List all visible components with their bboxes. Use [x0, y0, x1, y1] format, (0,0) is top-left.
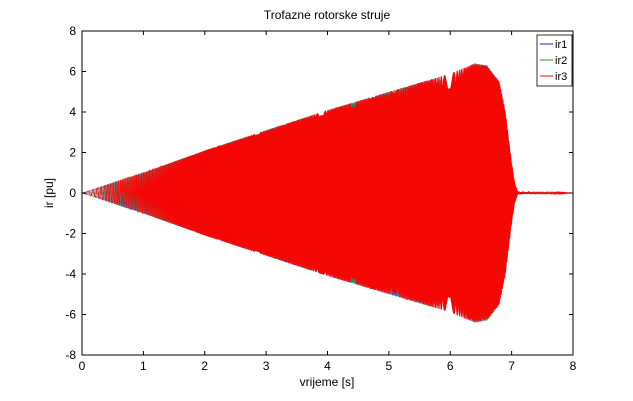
x-tick-label: 5	[386, 359, 393, 373]
x-axis: 0 1 2 3 4 5 6 7 8	[79, 31, 577, 373]
x-tick-label: 7	[508, 359, 515, 373]
x-tick-label: 8	[570, 359, 577, 373]
y-axis-title: ir [pu]	[42, 178, 56, 208]
y-tick-label: 8	[69, 24, 76, 38]
y-tick-label: -8	[65, 348, 76, 362]
x-tick-label: 3	[263, 359, 270, 373]
legend-label-ir3: ir3	[555, 71, 567, 83]
y-tick-label: 2	[69, 146, 76, 160]
x-tick-label: 0	[79, 359, 86, 373]
y-tick-label: 0	[69, 186, 76, 200]
legend-label-ir2: ir2	[555, 55, 567, 67]
x-axis-title: vrijeme [s]	[300, 375, 355, 389]
y-tick-label: -6	[65, 308, 76, 322]
y-tick-label: -4	[65, 267, 76, 281]
series-layer	[81, 63, 573, 323]
series-line-ir3	[81, 63, 573, 323]
legend-label-ir1: ir1	[555, 39, 567, 51]
y-tick-label: 6	[69, 65, 76, 79]
x-tick-label: 1	[140, 359, 147, 373]
x-tick-label: 4	[324, 359, 331, 373]
y-tick-label: 4	[69, 105, 76, 119]
x-tick-label: 2	[201, 359, 208, 373]
legend: ir1 ir2 ir3	[536, 34, 573, 87]
chart-title: Trofazne rotorske struje	[264, 8, 391, 22]
x-tick-label: 6	[447, 359, 454, 373]
y-axis: -8 -6 -4 -2 0 2 4 6 8	[65, 24, 573, 362]
y-tick-label: -2	[65, 227, 76, 241]
